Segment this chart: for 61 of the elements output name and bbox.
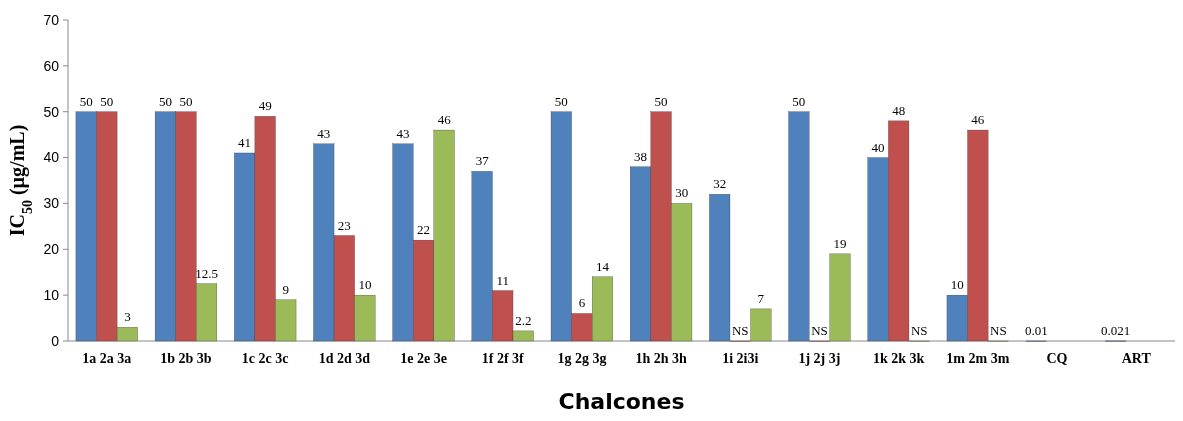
x-tick-label: 1d 2d 3d: [318, 351, 371, 366]
data-label: 19: [833, 235, 847, 251]
data-label: 50: [79, 93, 93, 109]
y-tick-label: 0: [51, 332, 60, 349]
x-tick-label: 1a 2a 3a: [82, 351, 132, 366]
y-tick-label: 20: [43, 241, 60, 258]
data-label: 12.5: [195, 265, 218, 281]
data-label: 43: [317, 125, 331, 141]
x-tick-label: ART: [1121, 351, 1152, 366]
data-label: 50: [100, 93, 114, 109]
data-label: 14: [596, 258, 610, 274]
data-label: 30: [675, 185, 689, 201]
y-tick-label: 30: [43, 195, 60, 212]
data-label: 50: [554, 93, 568, 109]
x-tick-label: 1e 2e 3e: [400, 351, 447, 366]
y-tick-label: 50: [43, 103, 60, 120]
data-label: 50: [179, 93, 193, 109]
x-tick-label: 1f 2f 3f: [481, 351, 525, 366]
data-label: 43: [396, 125, 410, 141]
data-label: 10: [950, 277, 964, 293]
data-label: 2.2: [515, 312, 532, 328]
x-tick-label: 1k 2k 3k: [872, 351, 925, 366]
data-label: 50: [792, 93, 806, 109]
x-tick-label: 1g 2g 3g: [557, 351, 607, 366]
data-label: NS: [731, 323, 749, 338]
x-tick-label: 1i 2i3i: [722, 351, 759, 366]
data-label: NS: [811, 323, 828, 338]
x-tick-label: 1b 2b 3b: [160, 351, 212, 366]
data-label: 6: [578, 295, 586, 311]
data-label: 0.01: [1025, 322, 1048, 338]
data-label: 3: [124, 309, 131, 325]
x-axis-title: Chalcones: [558, 389, 685, 414]
data-label: NS: [990, 323, 1007, 338]
y-tick-label: 60: [43, 57, 60, 74]
y-tick-label: 40: [43, 149, 60, 166]
data-label: 49: [258, 98, 272, 114]
data-label: 11: [496, 272, 509, 288]
x-tick-label: 1j 2j 3j: [798, 351, 841, 366]
data-label: 38: [634, 148, 647, 164]
x-tick-label: 1m 2m 3m: [946, 351, 1010, 366]
data-label: 46: [971, 112, 985, 128]
data-label: 46: [437, 112, 452, 128]
y-tick-label: 70: [43, 11, 60, 28]
x-tick-label: 1h 2h 3h: [635, 351, 687, 366]
data-label: 40: [871, 139, 885, 155]
data-label: 23: [337, 217, 351, 233]
data-label: 0.021: [1100, 322, 1131, 338]
x-tick-label: 1c 2c 3c: [241, 351, 289, 366]
data-label: 48: [892, 102, 906, 118]
data-label: 9: [282, 281, 290, 297]
data-label: 37: [475, 153, 490, 169]
data-label: NS: [910, 323, 928, 338]
x-tick-label: CQ: [1046, 351, 1068, 366]
data-label: 22: [417, 222, 431, 238]
data-label: 10: [358, 277, 372, 293]
data-label: 7: [757, 290, 765, 306]
y-tick-label: 10: [43, 287, 60, 304]
data-label: 41: [238, 134, 252, 150]
data-label: 32: [713, 176, 727, 192]
data-label: 50: [158, 93, 172, 109]
data-label: 50: [654, 93, 668, 109]
